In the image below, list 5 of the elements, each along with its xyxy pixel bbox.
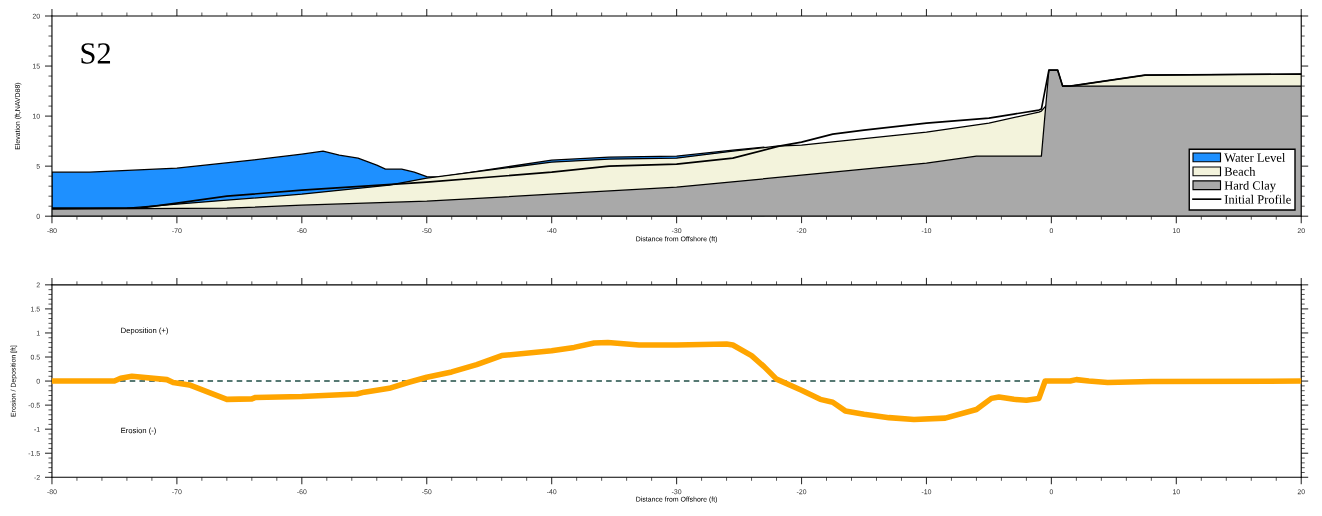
annotation: S2	[81, 43, 111, 64]
legend-label: Hard Clay	[1224, 180, 1276, 193]
legend-label: Initial Profile	[1224, 194, 1291, 204]
legend-label: Water Level	[1224, 153, 1286, 162]
legend-label: Beach	[1224, 167, 1256, 176]
